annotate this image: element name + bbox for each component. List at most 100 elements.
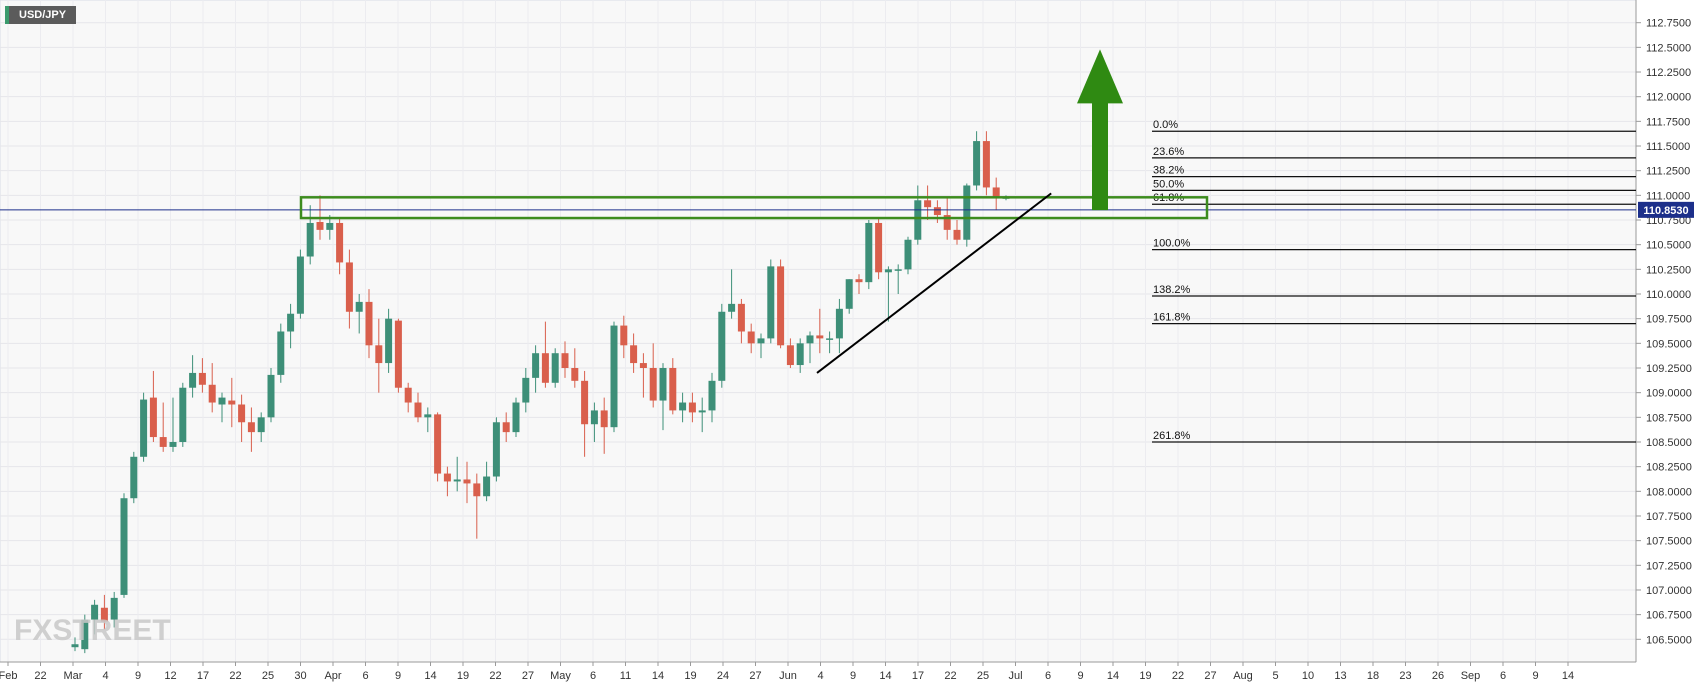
annotations: 110.8530 bbox=[0, 49, 1694, 374]
x-tick-label: 30 bbox=[294, 670, 306, 682]
fib-level-label: 100.0% bbox=[1153, 238, 1191, 250]
x-tick-label: 27 bbox=[749, 670, 761, 682]
candle-bull bbox=[659, 367, 667, 401]
x-tick-label: 25 bbox=[262, 670, 274, 682]
candle-bull bbox=[71, 644, 79, 648]
candle-bull bbox=[179, 387, 187, 442]
candle-bear bbox=[394, 320, 402, 388]
trendline-support bbox=[816, 192, 1052, 374]
candle-bear bbox=[159, 437, 167, 447]
watermark-logo: FXSTREET bbox=[14, 614, 171, 647]
candle-bear bbox=[463, 479, 471, 484]
x-tick-label: 27 bbox=[1204, 670, 1216, 682]
x-tick-label: Jul bbox=[1008, 670, 1022, 682]
candle-bull bbox=[757, 338, 765, 344]
candle-bear bbox=[404, 387, 412, 403]
fib-level-label: 50.0% bbox=[1153, 178, 1184, 190]
x-tick-label: 22 bbox=[489, 670, 501, 682]
candle-bear bbox=[238, 404, 246, 423]
y-tick-label: 108.7500 bbox=[1646, 412, 1692, 424]
candle-bear bbox=[581, 380, 589, 425]
fib-level-label: 261.8% bbox=[1153, 430, 1191, 442]
candle-bull bbox=[796, 343, 804, 366]
x-tick-label: 27 bbox=[522, 670, 534, 682]
candle-bull bbox=[91, 604, 99, 620]
x-tick-label: 24 bbox=[717, 670, 729, 682]
candle-bull bbox=[306, 222, 314, 257]
candle-bear bbox=[855, 279, 863, 283]
candle-bear bbox=[649, 367, 657, 401]
x-tick-label: 22 bbox=[944, 670, 956, 682]
candle-bull bbox=[806, 335, 814, 344]
candle-bear bbox=[228, 400, 236, 405]
x-tick-label: 6 bbox=[1500, 670, 1506, 682]
x-tick-label: 10 bbox=[1302, 670, 1314, 682]
x-tick-label: 22 bbox=[229, 670, 241, 682]
candle-bear bbox=[639, 363, 647, 368]
candle-bear bbox=[630, 345, 638, 364]
x-tick-label: 4 bbox=[102, 670, 108, 682]
y-tick-label: 111.2500 bbox=[1646, 166, 1690, 178]
y-axis: 112.7500 112.5000 112.2500 112.0000 111.7500… bbox=[1635, 0, 1692, 662]
candle-bear bbox=[365, 301, 373, 346]
candle-bear bbox=[247, 422, 255, 433]
x-tick-label: Sep bbox=[1461, 670, 1481, 682]
symbol-label: USD/JPY bbox=[5, 6, 77, 24]
fib-level-label: 138.2% bbox=[1153, 284, 1191, 296]
plot-area bbox=[0, 0, 1637, 663]
candle-bear bbox=[600, 410, 608, 428]
x-tick-label: 17 bbox=[197, 670, 209, 682]
candle-bear bbox=[747, 331, 755, 344]
x-tick-label: Mar bbox=[64, 670, 83, 682]
candle-bear bbox=[434, 414, 442, 474]
candle-bear bbox=[875, 222, 883, 273]
candle-bear bbox=[786, 345, 794, 366]
fib-level-label: 23.6% bbox=[1153, 146, 1184, 158]
candle-bear bbox=[924, 200, 932, 208]
candle-bear bbox=[669, 367, 677, 411]
candle-bear bbox=[816, 335, 824, 339]
candle-bull bbox=[532, 353, 540, 378]
candle-bear bbox=[345, 262, 353, 312]
y-tick-label: 111.5000 bbox=[1646, 141, 1690, 153]
candle-bear bbox=[737, 303, 745, 332]
y-tick-label: 112.7500 bbox=[1646, 18, 1691, 30]
fibonacci-levels: 0.0%23.6%38.2%50.0%61.8%100.0%138.2%161.… bbox=[1152, 119, 1636, 443]
x-tick-label: 14 bbox=[879, 670, 891, 682]
x-tick-label: 14 bbox=[424, 670, 436, 682]
x-tick-label: 19 bbox=[1139, 670, 1151, 682]
x-tick-label: 9 bbox=[1532, 670, 1538, 682]
projection-arrow-shaft bbox=[1092, 101, 1108, 211]
candle-bull bbox=[826, 338, 834, 340]
y-tick-label: 112.2500 bbox=[1646, 67, 1691, 79]
x-tick-label: 22 bbox=[1172, 670, 1184, 682]
resistance-zone-box bbox=[299, 196, 1209, 220]
candle-bull bbox=[120, 498, 128, 595]
candle-bull bbox=[610, 325, 618, 428]
candle-bear bbox=[933, 207, 941, 216]
candle-bear bbox=[943, 215, 951, 230]
candle-bear bbox=[561, 353, 569, 368]
candle-bull bbox=[257, 417, 265, 433]
x-tick-label: 4 bbox=[817, 670, 823, 682]
grid-lines bbox=[0, 0, 1636, 662]
y-tick-label: 108.2500 bbox=[1646, 462, 1692, 474]
x-tick-label: 9 bbox=[1077, 670, 1083, 682]
x-tick-label: 19 bbox=[457, 670, 469, 682]
y-tick-label: 108.0000 bbox=[1646, 486, 1692, 498]
x-tick-label: Feb bbox=[0, 670, 17, 682]
candle-bull bbox=[698, 410, 706, 413]
candle-bear bbox=[473, 483, 481, 497]
candle-bear bbox=[198, 372, 206, 385]
x-tick-label: 13 bbox=[1334, 670, 1346, 682]
y-tick-label: 107.2500 bbox=[1646, 560, 1692, 572]
x-tick-label: 9 bbox=[135, 670, 141, 682]
y-tick-label: 106.5000 bbox=[1646, 634, 1692, 646]
candle-bull bbox=[718, 311, 726, 381]
candle-bear bbox=[620, 325, 628, 346]
candle-bear bbox=[982, 141, 990, 188]
x-tick-label: 9 bbox=[395, 670, 401, 682]
y-tick-label: 107.7500 bbox=[1646, 511, 1692, 523]
x-tick-label: Jun bbox=[779, 670, 797, 682]
